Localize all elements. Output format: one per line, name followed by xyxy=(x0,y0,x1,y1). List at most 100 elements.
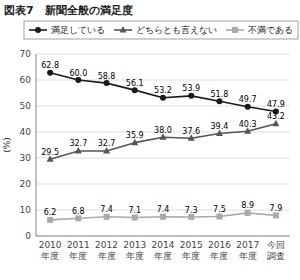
x-tick-label: 2010年度 xyxy=(39,240,62,261)
grid-line xyxy=(36,236,290,237)
x-tick-label-line: 年度 xyxy=(239,251,257,261)
data-label: 6.2 xyxy=(44,208,57,217)
y-tick-label: 10 xyxy=(20,205,32,215)
x-tick-label-line: 年度 xyxy=(154,251,172,261)
marker xyxy=(273,212,279,218)
x-tick-label-line: 2011 xyxy=(67,240,90,250)
x-axis xyxy=(36,236,290,237)
x-tick-label-line: 2014 xyxy=(152,240,175,250)
data-label: 56.1 xyxy=(126,79,144,88)
grid-line xyxy=(36,158,290,159)
data-label: 32.7 xyxy=(69,139,87,148)
chart: 図表7 新聞全般の満足度010203040506070(%)2010年度2011… xyxy=(0,0,300,280)
legend-marker xyxy=(120,26,127,33)
data-label: 51.8 xyxy=(211,90,229,99)
series-line xyxy=(50,124,276,160)
y-tick-label: 70 xyxy=(20,49,32,59)
x-tick-label-line: 今回 xyxy=(267,240,285,250)
grid-line xyxy=(36,54,290,55)
y-tick-label: 40 xyxy=(20,127,32,137)
data-label: 7.9 xyxy=(270,204,283,213)
y-axis-label: (%) xyxy=(2,137,12,153)
x-tick-label: 2011年度 xyxy=(67,240,90,261)
title: 図表7 新聞全般の満足度 xyxy=(4,4,133,17)
x-tick-label-line: 年度 xyxy=(210,251,228,261)
x-tick-label-line: 2013 xyxy=(123,240,146,250)
data-label: 7.5 xyxy=(213,205,226,214)
legend-marker xyxy=(35,27,41,33)
y-tick-label: 30 xyxy=(20,153,32,163)
data-label: 7.4 xyxy=(100,205,113,214)
x-tick-label-line: 年度 xyxy=(182,251,200,261)
marker xyxy=(104,214,110,220)
marker xyxy=(47,217,53,223)
x-tick-label-line: 2010 xyxy=(39,240,62,250)
x-tick-label-line: 年度 xyxy=(41,251,59,261)
data-label: 53.9 xyxy=(182,84,200,93)
data-label: 39.4 xyxy=(211,122,229,131)
x-tick-label: 2014年度 xyxy=(152,240,175,261)
x-tick-label-line: 2017 xyxy=(236,240,259,250)
data-label: 7.3 xyxy=(185,206,198,215)
data-label: 62.8 xyxy=(41,61,59,70)
legend-frame xyxy=(24,21,298,39)
x-tick-label: 2013年度 xyxy=(123,240,146,261)
legend-marker xyxy=(232,27,238,33)
x-tick-label: 2016年度 xyxy=(208,240,231,261)
x-tick-label-line: 2015 xyxy=(180,240,203,250)
y-tick-label: 60 xyxy=(20,75,32,85)
marker xyxy=(216,98,222,104)
x-tick-label-line: 2016 xyxy=(208,240,231,250)
marker xyxy=(188,214,194,220)
marker xyxy=(132,87,138,93)
data-label: 6.8 xyxy=(72,207,85,216)
marker xyxy=(160,95,166,101)
legend: 満足している どちらとも言えない 不満である xyxy=(24,21,298,39)
data-label: 37.6 xyxy=(182,127,200,136)
data-label: 32.7 xyxy=(98,139,116,148)
marker xyxy=(245,210,251,216)
data-label: 47.9 xyxy=(267,100,285,109)
legend-label: 不満である xyxy=(248,25,293,35)
data-label: 8.9 xyxy=(241,201,254,210)
data-label: 58.8 xyxy=(98,72,116,81)
marks xyxy=(47,70,280,223)
legend-label: どちらとも言えない xyxy=(136,25,217,35)
y-axis xyxy=(36,54,37,236)
x-tick-label: 2015年度 xyxy=(180,240,203,261)
series-line xyxy=(50,73,276,112)
legend-label: 満足している xyxy=(51,25,105,35)
marker xyxy=(245,104,251,110)
y-tick-label: 0 xyxy=(25,231,31,241)
x-tick-label-line: 年度 xyxy=(126,251,144,261)
marker xyxy=(75,77,81,83)
data-label: 40.3 xyxy=(239,120,257,129)
marker xyxy=(160,214,166,220)
marker xyxy=(216,214,222,220)
x-tick-label-line: 調査 xyxy=(267,251,285,261)
x-tick-label-line: 年度 xyxy=(69,251,87,261)
data-label: 7.1 xyxy=(128,206,141,215)
background xyxy=(0,0,300,280)
data-label: 43.2 xyxy=(267,112,285,121)
x-tick-label: 今回調査 xyxy=(267,240,285,261)
y-tick-label: 20 xyxy=(20,179,32,189)
data-label: 60.0 xyxy=(69,69,87,78)
data-label: 38.0 xyxy=(154,126,172,135)
grid-line xyxy=(36,106,290,107)
marker xyxy=(132,215,138,221)
x-tick-label-line: 年度 xyxy=(98,251,116,261)
data-label: 53.2 xyxy=(154,86,172,95)
marker xyxy=(104,80,110,86)
x-tick-label: 2017年度 xyxy=(236,240,259,261)
grid xyxy=(36,54,290,236)
marker xyxy=(188,93,194,99)
x-tick-label-line: 2012 xyxy=(95,240,118,250)
marker xyxy=(47,70,53,76)
data-label: 7.4 xyxy=(157,205,170,214)
data-label: 49.7 xyxy=(239,95,257,104)
grid-line xyxy=(36,184,290,185)
marker xyxy=(75,215,81,221)
y-tick-label: 50 xyxy=(20,101,32,111)
data-label: 35.9 xyxy=(126,131,144,140)
